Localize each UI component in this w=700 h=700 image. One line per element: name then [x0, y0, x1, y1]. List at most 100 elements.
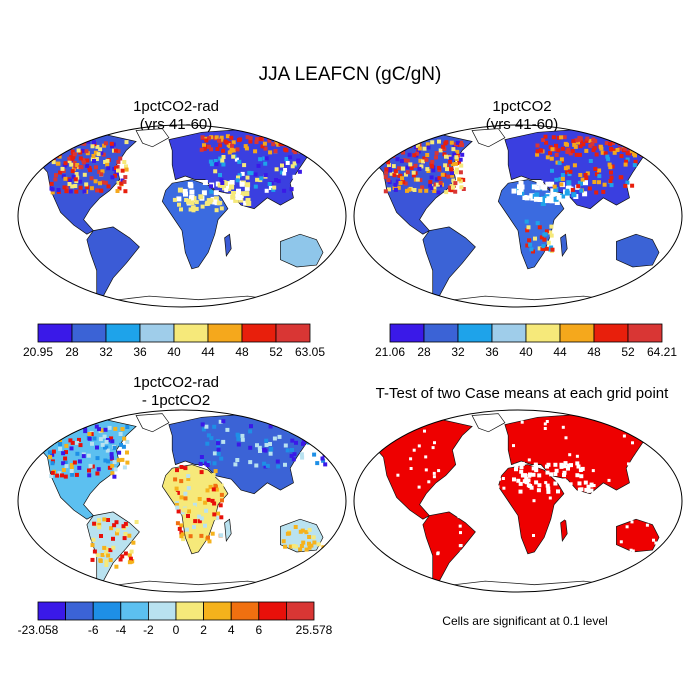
- panel-1-cell: [244, 185, 250, 191]
- panel-4-cell: [527, 473, 532, 478]
- panel-4-cell: [424, 468, 428, 472]
- colorbar-1-swatch: [241, 323, 277, 343]
- panel-4-cell: [625, 525, 629, 529]
- colorbar-2-label: 40: [519, 345, 533, 359]
- panel-1-cell: [82, 141, 87, 146]
- panel-4-cell: [553, 462, 558, 467]
- panel-1-cell: [219, 137, 224, 142]
- panel-4-cell: [458, 511, 462, 515]
- panel-3-cell: [236, 437, 241, 442]
- panel-4-cell: [653, 482, 657, 486]
- panel-2-cell: [619, 154, 624, 158]
- panel-3-cell: [175, 468, 179, 473]
- panel-2-cell: [652, 137, 657, 142]
- panel-2-cell: [570, 149, 575, 154]
- panel-1-cell: [78, 165, 83, 169]
- panel-2-cell: [570, 187, 575, 192]
- panel-4-cell: [564, 517, 568, 521]
- panel-2-cell: [535, 221, 540, 226]
- panel-2-cell: [545, 198, 550, 204]
- panel-2-cell: [430, 164, 435, 169]
- panel-3-cell: [119, 442, 123, 447]
- panel-2-land-md: [560, 233, 568, 258]
- panel-2-cell: [600, 150, 605, 155]
- panel-4-cell: [643, 421, 647, 425]
- panel-3-cell: [214, 516, 219, 521]
- panel-3-cell: [104, 439, 109, 444]
- panel-2-cell: [635, 136, 640, 141]
- panel-2-cell: [633, 141, 638, 146]
- panel-3-cell: [300, 528, 305, 533]
- panel-4-cell: [572, 504, 576, 508]
- panel-2-cell: [638, 137, 643, 142]
- panel-3-cell: [61, 468, 66, 472]
- panel-3-cell: [90, 441, 94, 446]
- panel-1-cell: [238, 197, 244, 203]
- panel-4-cell: [568, 453, 572, 457]
- panel-1-cell: [256, 163, 261, 168]
- panel-1-cell: [272, 185, 277, 190]
- panel-3-cell: [216, 451, 221, 456]
- panel-3-cell: [58, 439, 62, 444]
- panel-1-cell: [276, 179, 281, 184]
- panel-1-cell: [273, 149, 278, 154]
- panel-1-cell: [254, 140, 259, 144]
- panel-1-cell: [259, 176, 264, 181]
- panel-4-cell: [572, 501, 575, 505]
- panel-3-cell: [51, 449, 56, 454]
- panel-1-cell: [218, 173, 222, 177]
- panel-2-cell: [529, 247, 534, 252]
- panel-1-cell: [282, 188, 287, 193]
- panel-2-cell: [428, 180, 433, 185]
- panel-1-cell: [122, 179, 127, 184]
- panel-3-cell: [122, 536, 127, 541]
- panel-2-cell: [454, 170, 459, 175]
- panel-4-cell: [433, 441, 436, 445]
- panel-2-cell: [549, 194, 555, 200]
- panel-3-cell: [50, 461, 55, 466]
- panel-2-cell: [566, 147, 571, 152]
- panel-2-cell: [407, 140, 412, 145]
- panel-1-cell: [72, 160, 77, 165]
- panel-1-cell: [324, 146, 329, 151]
- panel-4-cell: [647, 552, 651, 556]
- panel-1-cell: [263, 146, 268, 151]
- panel-4-cell: [576, 464, 581, 469]
- panel-3-cell: [219, 533, 224, 538]
- panel-4-land-na: [373, 418, 473, 520]
- panel-2-cell: [548, 151, 552, 155]
- panel-4-cell: [512, 444, 515, 448]
- colorbar-1-swatch: [37, 323, 73, 343]
- panel-2-cell: [583, 180, 588, 186]
- panel-3-cell: [122, 436, 127, 441]
- panel-2-cell: [610, 136, 615, 141]
- panel-2-cell: [539, 235, 544, 240]
- panel-3-cell: [240, 433, 245, 438]
- panel-2-cell: [426, 145, 431, 150]
- panel-2-cell: [400, 176, 404, 181]
- panel-2-cell: [552, 184, 557, 189]
- panel-4-land-af: [497, 464, 565, 555]
- panel-1-cell: [209, 184, 213, 189]
- panel-3-cell: [120, 554, 125, 559]
- panel-1-cell: [78, 156, 83, 161]
- panel-1-cell: [194, 200, 199, 205]
- panel-2-cell: [461, 177, 466, 182]
- panel-2-cell: [640, 142, 645, 147]
- panel-1-cell: [97, 170, 102, 174]
- panel-2-cell: [416, 149, 421, 154]
- panel-3-cell: [186, 474, 191, 479]
- panel-4-cell: [513, 528, 517, 532]
- panel-4-land-au: [616, 518, 660, 553]
- panel-2-cell: [525, 228, 530, 233]
- panel-1-cell: [207, 136, 211, 141]
- panel-1-cell: [87, 165, 92, 170]
- panel-1-cell: [224, 188, 229, 193]
- panel-4-cell: [589, 482, 594, 487]
- panel-4-land-sa: [422, 511, 476, 582]
- panel-2-cell: [633, 159, 638, 164]
- panel-1-cell: [222, 186, 227, 191]
- panel-3-cell: [96, 467, 101, 472]
- panel-2-cell: [452, 152, 457, 157]
- panel-3-cell: [125, 425, 130, 429]
